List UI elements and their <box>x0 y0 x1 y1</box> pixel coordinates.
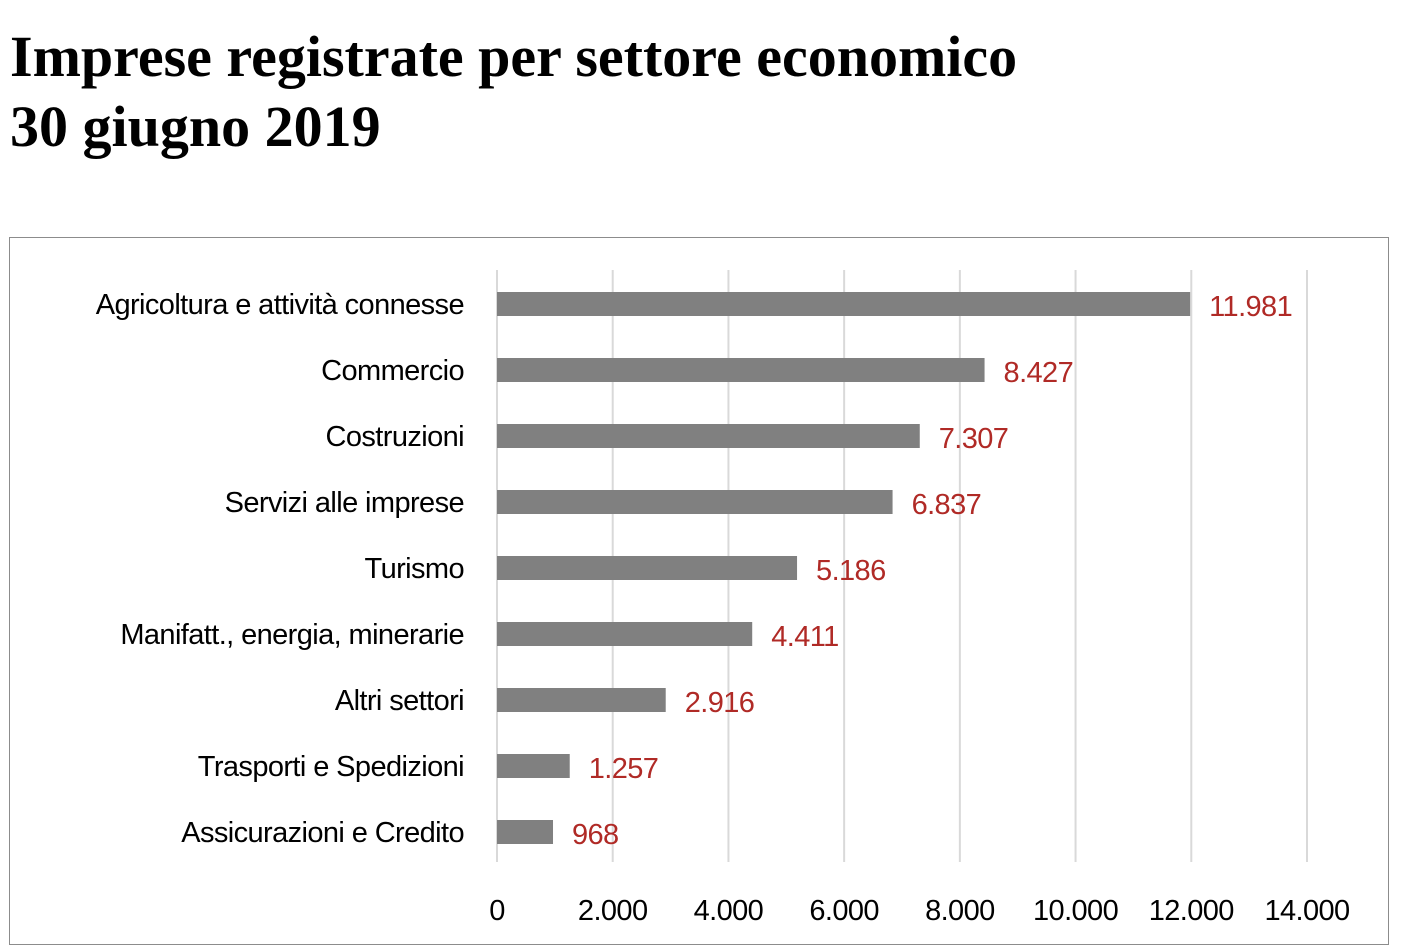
bar <box>497 556 798 580</box>
category-label: Servizi alle imprese <box>225 487 464 519</box>
bars <box>497 292 1191 844</box>
category-label: Trasporti e Spedizioni <box>198 751 464 783</box>
data-label: 2.916 <box>685 687 755 719</box>
bar <box>497 292 1191 316</box>
title-line-1: Imprese registrate per settore economico <box>10 24 1018 89</box>
data-labels: 11.981 8.427 7.307 6.837 5.186 4.411 2.916 1.25… <box>572 291 1293 851</box>
x-tick-label: 10.000 <box>1033 895 1118 927</box>
chart-frame: Agricoltura e attività connesse Commercio… <box>9 237 1389 945</box>
category-label: Costruzioni <box>326 421 464 453</box>
x-tick-label: 12.000 <box>1149 895 1234 927</box>
page-title: Imprese registrate per settore economico… <box>10 22 1390 162</box>
x-axis-tick-labels: 0 2.000 4.000 6.000 8.000 10.000 12.000 14.000 <box>489 895 1350 927</box>
title-line-2: 30 giugno 2019 <box>10 94 381 159</box>
data-label: 11.981 <box>1209 291 1292 323</box>
data-label: 5.186 <box>816 555 886 587</box>
bar-chart: Agricoltura e attività connesse Commercio… <box>96 270 1350 927</box>
bar <box>497 754 570 778</box>
x-tick-label: 6.000 <box>809 895 879 927</box>
bar <box>497 490 893 514</box>
category-labels: Agricoltura e attività connesse Commercio… <box>96 289 465 849</box>
x-tick-label: 8.000 <box>925 895 995 927</box>
data-label: 968 <box>572 819 619 851</box>
bar <box>497 820 554 844</box>
bar <box>497 622 753 646</box>
bar <box>497 688 666 712</box>
category-label: Altri settori <box>335 685 464 717</box>
category-label: Assicurazioni e Credito <box>181 817 464 849</box>
data-label: 7.307 <box>939 423 1009 455</box>
category-label: Manifatt., energia, minerarie <box>120 619 464 651</box>
category-label: Commercio <box>321 355 464 387</box>
bar <box>497 424 920 448</box>
data-label: 8.427 <box>1004 357 1074 389</box>
x-tick-label: 4.000 <box>694 895 764 927</box>
data-label: 1.257 <box>589 753 659 785</box>
x-tick-label: 0 <box>489 895 505 927</box>
category-label: Turismo <box>365 553 464 585</box>
category-label: Agricoltura e attività connesse <box>96 289 464 321</box>
bar <box>497 358 985 382</box>
x-tick-label: 14.000 <box>1264 895 1349 927</box>
x-tick-label: 2.000 <box>578 895 648 927</box>
data-label: 4.411 <box>771 621 838 653</box>
data-label: 6.837 <box>912 489 982 521</box>
